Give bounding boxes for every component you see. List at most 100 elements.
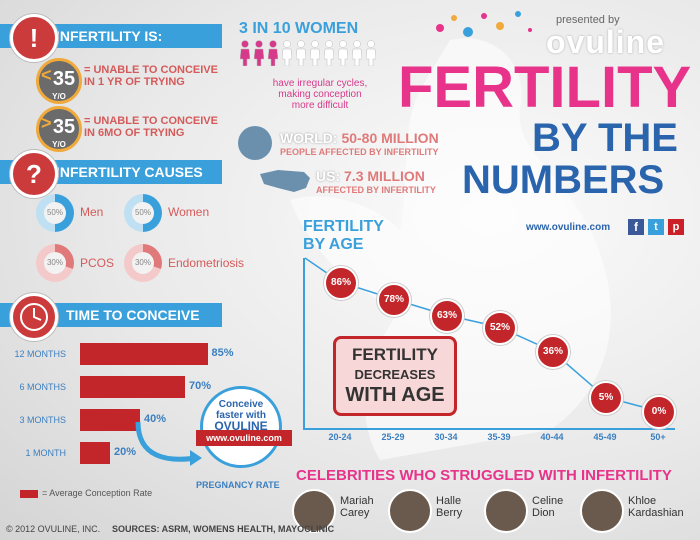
- age-unit: Y/O: [52, 92, 66, 101]
- woman-figure-icon: [253, 40, 265, 67]
- bar-category-label: 3 MONTHS: [19, 415, 66, 425]
- celebrity-last: Berry: [436, 507, 463, 519]
- bar-category-label: 1 MONTH: [25, 448, 67, 458]
- age-unit: Y/O: [52, 140, 66, 149]
- woman-figure-icon: [351, 40, 363, 67]
- badge-line: Conceive: [218, 399, 264, 410]
- age-tick-label: 50+: [650, 432, 666, 442]
- heading-line: BY AGE: [303, 236, 364, 253]
- women-stat-caption: have irregular cycles, making conception…: [250, 78, 390, 111]
- world-label: WORLD:: [280, 130, 338, 146]
- bar-12-months: [80, 343, 208, 365]
- woman-figure-icon: [267, 40, 279, 67]
- definition-line: = UNABLE TO CONCEIVE: [84, 115, 218, 127]
- world-sub: PEOPLE AFFECTED BY INFERTILITY: [280, 147, 439, 157]
- us-value: 7.3 MILLION: [344, 168, 425, 184]
- age-point-25-29: 78%: [377, 283, 411, 317]
- cause-donut-pcos: 30%: [36, 244, 74, 282]
- bar-1-month: [80, 442, 110, 464]
- age-tick-label: 40-44: [540, 432, 564, 442]
- celebrity-last: Kardashian: [628, 507, 684, 519]
- bar-6-months: [80, 376, 185, 398]
- bar-value-label: 40%: [144, 413, 167, 425]
- definition-line: IN 1 YR OF TRYING: [84, 76, 185, 88]
- badge-line: OVULINE: [214, 419, 268, 433]
- woman-figure-icon: [323, 40, 335, 67]
- age-point-45-49: 5%: [589, 381, 623, 415]
- us-label: US:: [316, 168, 341, 184]
- cause-donut-men: 50%: [36, 194, 74, 232]
- callout-line: FERTILITY: [352, 345, 438, 364]
- title-line-1: FERTILITY: [398, 55, 692, 120]
- age-badge-over-35: > 35 Y/O: [36, 106, 82, 152]
- cause-donut-women: 50%: [124, 194, 162, 232]
- celebrity-photo: [580, 489, 624, 533]
- title-line-3: NUMBERS: [462, 158, 665, 202]
- clock-icon: [10, 293, 58, 341]
- website-link[interactable]: www.ovuline.com: [526, 222, 611, 233]
- heading-line: FERTILITY: [303, 218, 384, 235]
- ovuline-logo: ovuline: [546, 24, 666, 60]
- fertility-decreases-callout: FERTILITY DECREASES WITH AGE: [333, 336, 457, 416]
- age-tick-label: 25-29: [381, 432, 405, 442]
- confetti-dots: [430, 8, 550, 53]
- celebrity-photo: [292, 489, 336, 533]
- pregnant-silhouette-graphic: [290, 38, 611, 460]
- infertility-definition-2: = UNABLE TO CONCEIVE IN 6MO OF TRYING: [84, 115, 234, 139]
- cause-label-men: Men: [80, 205, 104, 219]
- age-point-50+: 0%: [642, 395, 676, 429]
- celebrity-last: Dion: [532, 507, 555, 519]
- age-badge-under-35: < 35 Y/O: [36, 58, 82, 104]
- us-map-icon: [260, 170, 310, 192]
- infertility-definition-1: = UNABLE TO CONCEIVE IN 1 YR OF TRYING: [84, 64, 234, 88]
- bar-value-label: 20%: [114, 446, 137, 458]
- globe-icon: [238, 126, 272, 160]
- donut-pct: 50%: [44, 202, 66, 224]
- celebrities-heading: CELEBRITIES WHO STRUGGLED WITH INFERTILI…: [296, 467, 672, 484]
- definition-line: IN 6MO OF TRYING: [84, 127, 185, 139]
- us-sub: AFFECTED BY INFERTILITY: [316, 185, 436, 195]
- age-number: 35: [52, 116, 76, 138]
- world-stat: WORLD: 50-80 MILLION: [280, 130, 439, 146]
- question-icon: ?: [10, 150, 58, 198]
- pinterest-icon[interactable]: p: [668, 219, 684, 235]
- celebrity-photo: [388, 489, 432, 533]
- definition-line: = UNABLE TO CONCEIVE: [84, 64, 218, 76]
- cause-label-pcos: PCOS: [80, 256, 115, 270]
- age-number: 35: [52, 68, 76, 90]
- age-tick-label: 45-49: [593, 432, 617, 442]
- age-sign: >: [41, 113, 52, 133]
- woman-figure-icon: [239, 40, 251, 67]
- age-tick-label: 30-34: [434, 432, 458, 442]
- woman-figure-icon: [337, 40, 349, 67]
- us-stat: US: 7.3 MILLION: [316, 168, 425, 184]
- presented-by: presented by: [556, 14, 620, 26]
- world-value: 50-80 MILLION: [341, 130, 439, 146]
- age-point-35-39: 52%: [483, 311, 517, 345]
- sources: SOURCES: ASRM, WOMENS HEALTH, MAYOCLINIC: [112, 524, 335, 534]
- caption-line: more difficult: [291, 100, 349, 111]
- bar-category-label: 6 MONTHS: [19, 382, 66, 392]
- caption-line: making conception: [278, 89, 362, 100]
- twitter-icon[interactable]: t: [648, 219, 664, 235]
- age-chart-y-axis: [303, 258, 305, 430]
- woman-figure-icon: [295, 40, 307, 67]
- ovuline-badge[interactable]: Conceive faster with OVULINE: [200, 386, 282, 468]
- cause-label-endometriosis: Endometriosis: [168, 256, 245, 270]
- donut-pct: 30%: [44, 252, 66, 274]
- celebrity-last: Carey: [340, 507, 370, 519]
- curved-arrow-icon: [135, 421, 202, 466]
- cause-donut-endometriosis: 30%: [124, 244, 162, 282]
- age-point-20-24: 86%: [324, 266, 358, 300]
- facebook-icon[interactable]: f: [628, 219, 644, 235]
- bar-category-label: 12 MONTHS: [14, 349, 66, 359]
- copyright: © 2012 OVULINE, INC.: [6, 524, 101, 534]
- bar-3-months: [80, 409, 140, 431]
- callout-line: DECREASES: [354, 367, 436, 382]
- legend-label: = Average Conception Rate: [42, 488, 153, 498]
- caption-line: have irregular cycles,: [272, 78, 368, 89]
- bar-value-label: 85%: [211, 347, 234, 359]
- badge-url-link[interactable]: www.ovuline.com: [196, 430, 292, 446]
- title-line-2: BY THE: [532, 116, 678, 160]
- celebrity-first: Halle: [436, 495, 462, 507]
